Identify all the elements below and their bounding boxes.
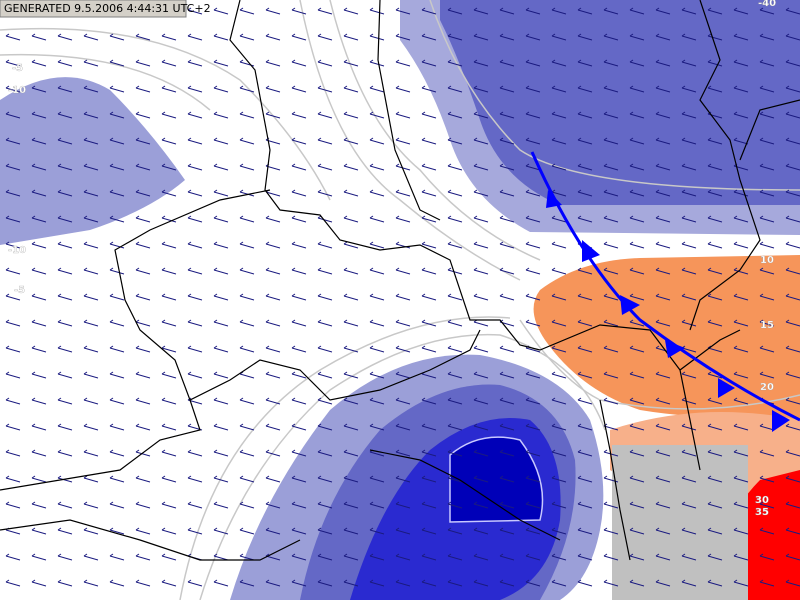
- header-box: [0, 0, 187, 18]
- contour-label: -10: [8, 245, 26, 256]
- contour-label: 10: [760, 255, 774, 266]
- cold-front: [530, 151, 800, 422]
- contour-label: 30: [755, 495, 769, 506]
- borders: [0, 0, 800, 561]
- contour-label: -10: [8, 85, 26, 96]
- contour-label: -5: [12, 63, 23, 74]
- front-symbols: [546, 190, 790, 432]
- contour-label: 15: [760, 320, 774, 331]
- contour-label: 35: [755, 507, 769, 518]
- contour-label: -5: [14, 285, 25, 296]
- contour-label: -40: [758, 0, 776, 9]
- contour-label: 20: [760, 382, 774, 393]
- generated-stamp: GENERATED 9.5.2006 4:44:31 UTC+2: [4, 2, 211, 15]
